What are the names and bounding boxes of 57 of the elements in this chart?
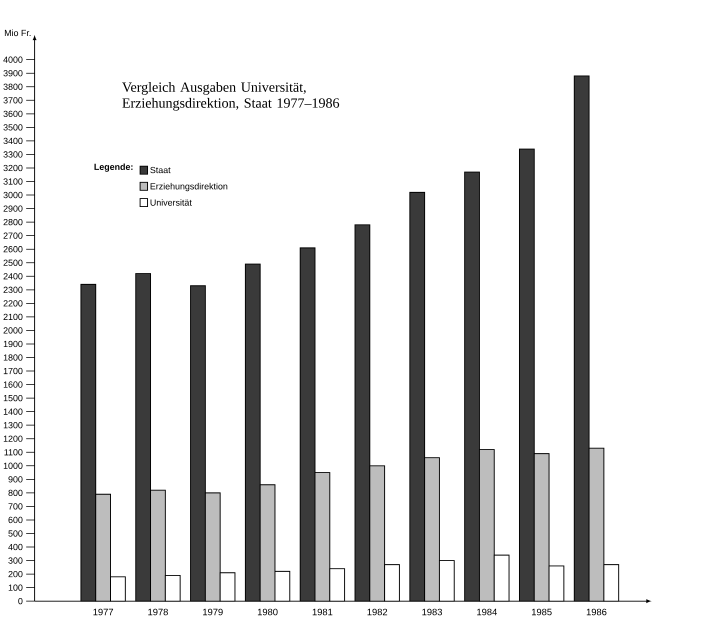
y-tick-label: 2400 — [4, 273, 23, 280]
x-tick-label: 1978 — [148, 608, 168, 616]
legend-label: Universität — [150, 199, 192, 206]
y-tick-label: 3100 — [3, 178, 23, 185]
y-tick-label: 3800 — [3, 84, 23, 90]
legend-label: Erziehungsdirektion — [150, 183, 228, 192]
y-axis-title: Mio Fr. — [4, 30, 30, 36]
y-tick-label: 3600 — [3, 110, 23, 118]
y-tick-label: 2000 — [4, 327, 23, 334]
y-tick-label: 1800 — [4, 354, 23, 361]
y-tick-label: 3500 — [3, 124, 23, 131]
y-tick-label: 3700 — [3, 97, 23, 104]
x-tick-label: 1984 — [477, 608, 497, 616]
y-tick-label: 2900 — [4, 206, 23, 212]
x-tick-label: 1986 — [586, 608, 606, 616]
y-tick-label: 1400 — [4, 408, 23, 415]
y-tick-label: 2600 — [4, 246, 23, 252]
y-tick-label: 900 — [8, 476, 23, 483]
y-tick-label: 3000 — [3, 192, 23, 198]
y-tick-label: 2500 — [4, 260, 23, 266]
y-tick-label: 200 — [8, 571, 23, 578]
y-tick-label: 3400 — [3, 138, 23, 144]
y-tick-label: 1700 — [4, 368, 23, 374]
y-tick-label: 400 — [8, 544, 23, 550]
legend-title: Legende: — [94, 164, 133, 172]
y-tick-label: 2200 — [4, 300, 23, 307]
y-tick-label: 1200 — [4, 436, 23, 442]
text: Vergleich Ausgaben Universität, Erziehungsdirektion, Staat 1977–1986 — [122, 82, 340, 111]
y-tick-label: 100 — [8, 584, 23, 591]
legend-label: Staat — [150, 167, 171, 174]
y-tick-label: 3300 — [3, 151, 23, 158]
y-tick-label: 2700 — [4, 232, 23, 239]
y-tick-label: 2800 — [4, 219, 23, 226]
y-tick-label: 600 — [8, 516, 23, 524]
x-tick-label: 1985 — [532, 608, 552, 616]
x-tick-label: 1979 — [203, 608, 223, 616]
x-tick-label: 1977 — [93, 608, 114, 616]
y-tick-label: 4000 — [3, 56, 23, 63]
y-tick-label: 2100 — [4, 314, 23, 320]
y-tick-label: 0 — [18, 598, 23, 604]
y-tick-label: 3200 — [3, 164, 23, 172]
y-tick-label: 500 — [8, 530, 23, 537]
x-tick-label: 1981 — [312, 608, 332, 616]
y-tick-label: 700 — [8, 503, 23, 510]
x-tick-label: 1982 — [368, 608, 388, 616]
y-tick-label: 2300 — [4, 286, 23, 294]
y-tick-label: 3900 — [3, 70, 23, 76]
y-tick-label: 1900 — [4, 340, 23, 348]
y-tick-label: 1000 — [4, 462, 23, 470]
y-tick-label: 1300 — [4, 422, 23, 428]
y-tick-label: 300 — [8, 558, 23, 564]
y-tick-label: 1600 — [4, 382, 23, 388]
y-tick-label: 1500 — [4, 395, 23, 402]
x-tick-label: 1983 — [422, 608, 442, 616]
x-tick-label: 1980 — [258, 608, 278, 616]
y-tick-label: 800 — [8, 490, 23, 496]
y-tick-label: 1100 — [4, 449, 23, 456]
